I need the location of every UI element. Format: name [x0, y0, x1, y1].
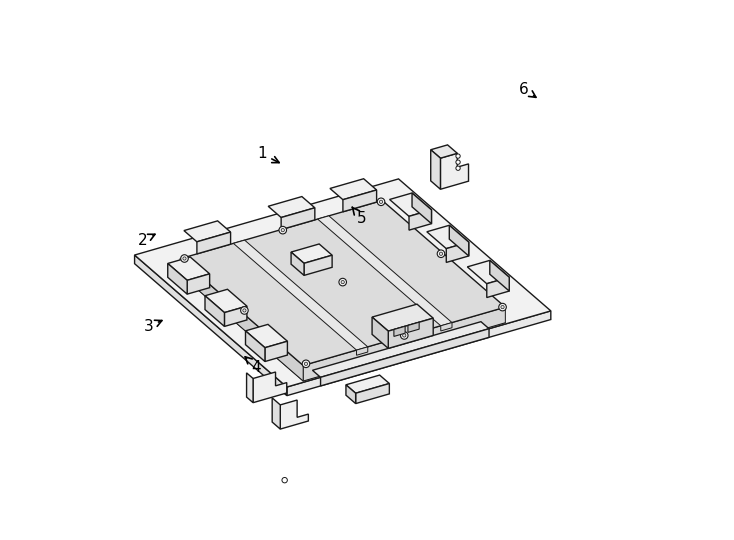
- Circle shape: [241, 307, 248, 314]
- Circle shape: [183, 257, 186, 260]
- Circle shape: [403, 334, 406, 337]
- Circle shape: [456, 154, 460, 158]
- Polygon shape: [346, 385, 356, 403]
- Circle shape: [305, 362, 308, 366]
- Polygon shape: [318, 216, 452, 326]
- Polygon shape: [180, 200, 505, 366]
- Polygon shape: [233, 240, 368, 350]
- Polygon shape: [180, 216, 505, 381]
- Polygon shape: [468, 260, 509, 284]
- Polygon shape: [313, 322, 489, 377]
- Text: 5: 5: [352, 207, 366, 226]
- Polygon shape: [291, 252, 304, 275]
- Polygon shape: [280, 400, 308, 429]
- Polygon shape: [388, 318, 433, 348]
- Text: 1: 1: [257, 146, 279, 163]
- Circle shape: [501, 306, 504, 309]
- Circle shape: [243, 309, 246, 312]
- Polygon shape: [427, 225, 469, 248]
- Circle shape: [440, 252, 443, 255]
- Polygon shape: [446, 242, 469, 262]
- Circle shape: [341, 280, 344, 284]
- Polygon shape: [134, 255, 287, 396]
- Polygon shape: [205, 296, 225, 326]
- Polygon shape: [272, 398, 280, 429]
- Polygon shape: [247, 373, 253, 403]
- Polygon shape: [330, 179, 377, 200]
- Polygon shape: [225, 306, 247, 326]
- Polygon shape: [487, 277, 509, 298]
- Circle shape: [181, 255, 188, 262]
- Polygon shape: [431, 150, 440, 190]
- Polygon shape: [343, 190, 377, 212]
- Polygon shape: [394, 326, 405, 336]
- Text: 6: 6: [519, 82, 536, 97]
- Polygon shape: [431, 145, 457, 158]
- Circle shape: [437, 250, 445, 258]
- Polygon shape: [134, 179, 550, 387]
- Polygon shape: [197, 232, 230, 254]
- Text: 3: 3: [143, 319, 162, 334]
- Polygon shape: [291, 244, 332, 264]
- Text: 4: 4: [245, 357, 261, 375]
- Polygon shape: [304, 255, 332, 275]
- Polygon shape: [253, 372, 287, 403]
- Polygon shape: [356, 383, 389, 403]
- Polygon shape: [268, 197, 315, 218]
- Text: 2: 2: [138, 233, 155, 248]
- Polygon shape: [168, 257, 210, 280]
- Circle shape: [302, 360, 310, 368]
- Polygon shape: [321, 329, 489, 386]
- Polygon shape: [287, 311, 550, 396]
- Polygon shape: [440, 322, 452, 331]
- Circle shape: [456, 166, 460, 171]
- Polygon shape: [187, 274, 210, 294]
- Circle shape: [499, 303, 506, 311]
- Polygon shape: [449, 225, 469, 256]
- Polygon shape: [490, 260, 509, 291]
- Circle shape: [379, 200, 382, 204]
- Circle shape: [281, 228, 284, 232]
- Polygon shape: [281, 208, 315, 230]
- Circle shape: [279, 226, 286, 234]
- Polygon shape: [245, 325, 288, 348]
- Polygon shape: [265, 341, 288, 362]
- Circle shape: [339, 278, 346, 286]
- Polygon shape: [412, 193, 432, 224]
- Polygon shape: [303, 307, 505, 381]
- Circle shape: [456, 160, 460, 164]
- Polygon shape: [184, 221, 230, 242]
- Polygon shape: [180, 259, 303, 381]
- Polygon shape: [346, 375, 389, 393]
- Circle shape: [377, 198, 385, 206]
- Polygon shape: [408, 322, 419, 332]
- Polygon shape: [168, 264, 187, 294]
- Circle shape: [401, 332, 408, 339]
- Polygon shape: [245, 331, 265, 362]
- Polygon shape: [440, 153, 468, 190]
- Polygon shape: [372, 304, 433, 331]
- Polygon shape: [390, 193, 432, 217]
- Polygon shape: [372, 317, 388, 348]
- Polygon shape: [357, 347, 368, 355]
- Polygon shape: [409, 210, 432, 230]
- Circle shape: [282, 477, 287, 483]
- Polygon shape: [205, 289, 247, 313]
